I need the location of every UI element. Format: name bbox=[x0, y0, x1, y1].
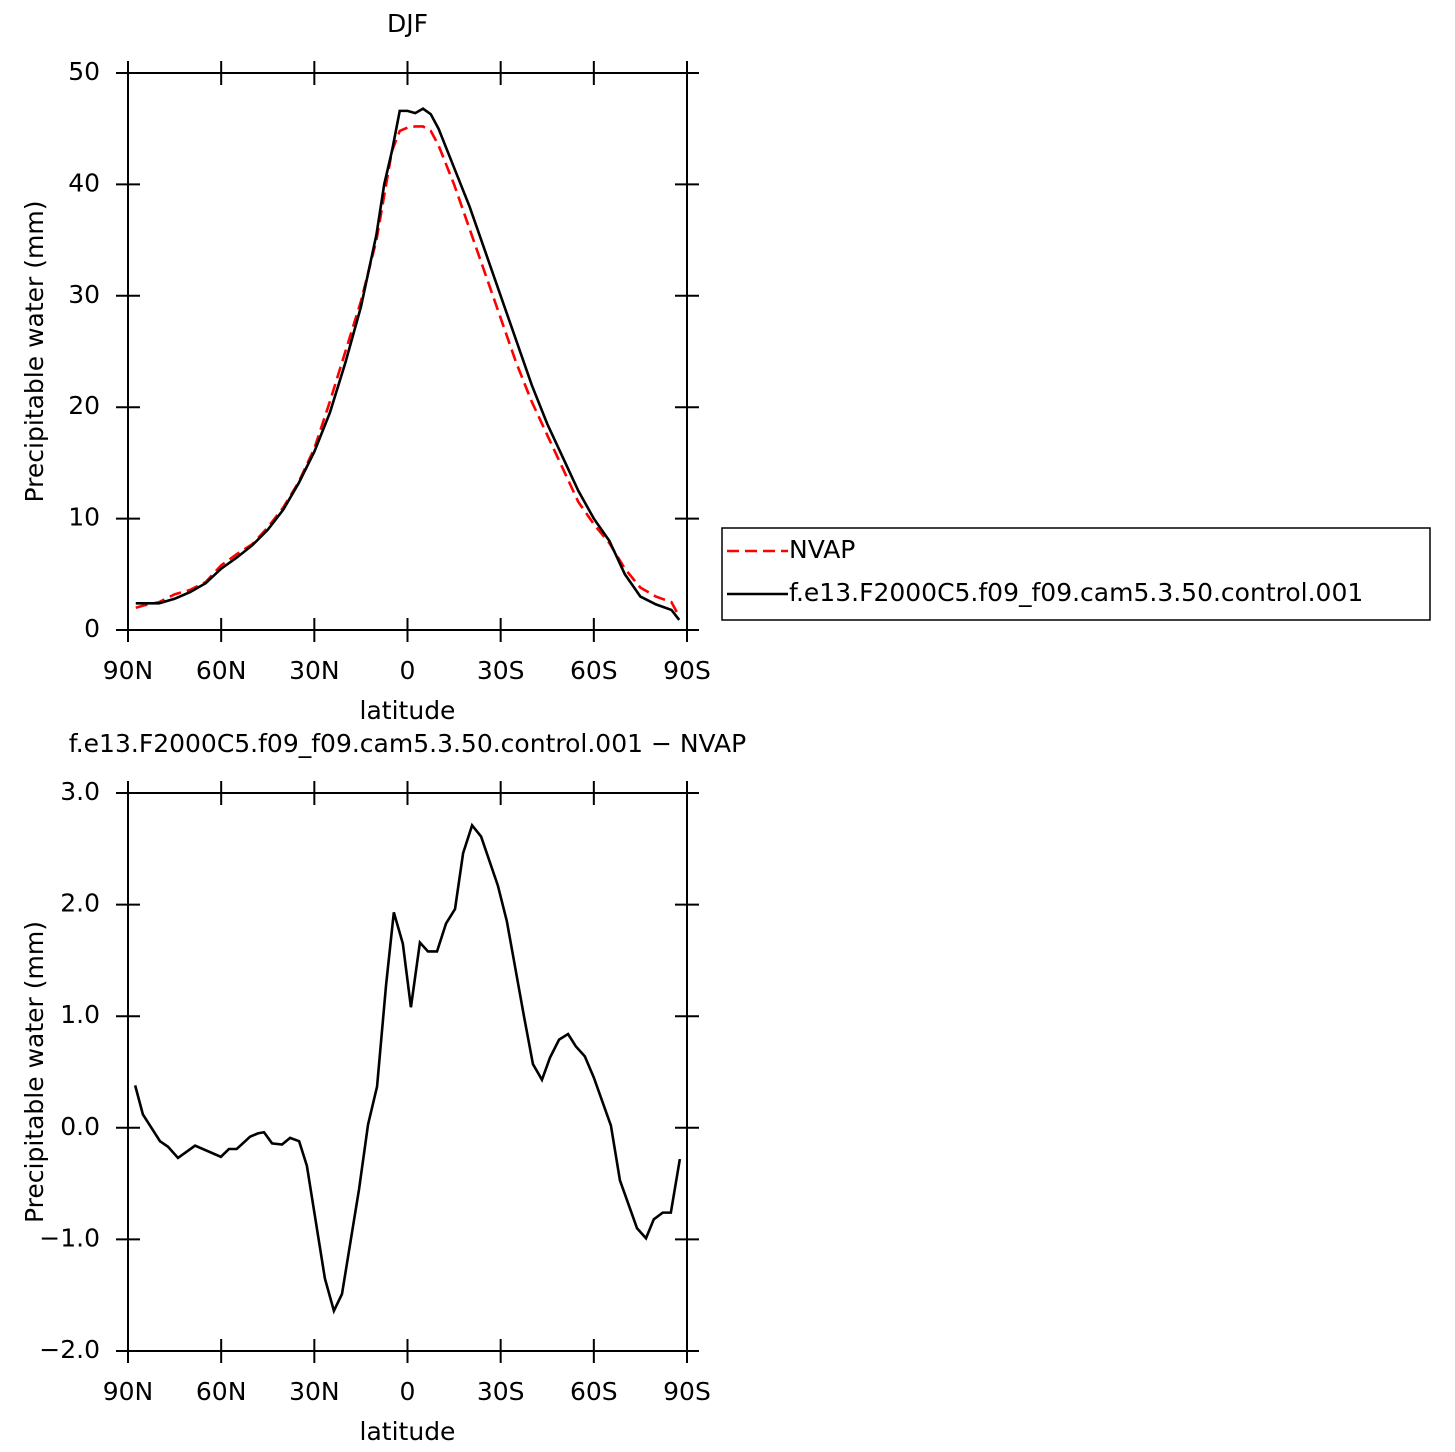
y-axis-label: Precipitable water (mm) bbox=[20, 201, 49, 503]
y-tick-label: 1.0 bbox=[60, 1000, 100, 1029]
data-line bbox=[135, 107, 681, 621]
x-tick-label: 60S bbox=[570, 1377, 618, 1406]
legend-box bbox=[721, 527, 1431, 621]
plot-frame bbox=[127, 792, 688, 1352]
chart-title: f.e13.F2000C5.f09_f09.cam5.3.50.control.… bbox=[69, 729, 746, 758]
x-tick-label: 30N bbox=[289, 656, 340, 685]
x-tick-label: 60N bbox=[196, 656, 247, 685]
x-tick-label: 90N bbox=[103, 1377, 154, 1406]
y-axis-label: Precipitable water (mm) bbox=[20, 921, 49, 1223]
y-tick-label: −2.0 bbox=[39, 1335, 100, 1364]
y-tick-label: 2.0 bbox=[60, 889, 100, 918]
x-tick-label: 30N bbox=[289, 1377, 340, 1406]
data-line bbox=[135, 125, 681, 618]
chart-title: DJF bbox=[387, 9, 428, 38]
x-tick-label: 60N bbox=[196, 1377, 247, 1406]
x-tick-label: 0 bbox=[400, 1377, 416, 1406]
x-tick-label: 90S bbox=[663, 656, 711, 685]
x-tick-label: 30S bbox=[477, 656, 525, 685]
x-axis-label: latitude bbox=[360, 696, 456, 725]
y-tick-label: 10 bbox=[68, 503, 100, 532]
plot-frame bbox=[127, 72, 688, 631]
legend-label: NVAP bbox=[789, 535, 855, 564]
x-axis-label: latitude bbox=[360, 1417, 456, 1446]
y-tick-label: 40 bbox=[68, 168, 100, 197]
legend-label: f.e13.F2000C5.f09_f09.cam5.3.50.control.… bbox=[789, 578, 1363, 607]
x-tick-label: 90S bbox=[663, 1377, 711, 1406]
x-tick-label: 90N bbox=[103, 656, 154, 685]
y-tick-label: 0 bbox=[84, 614, 100, 643]
y-tick-label: 20 bbox=[68, 391, 100, 420]
y-tick-label: 3.0 bbox=[60, 777, 100, 806]
x-tick-label: 60S bbox=[570, 656, 618, 685]
x-tick-label: 0 bbox=[400, 656, 416, 685]
y-tick-label: 30 bbox=[68, 280, 100, 309]
y-tick-label: 50 bbox=[68, 57, 100, 86]
y-tick-label: −1.0 bbox=[39, 1223, 100, 1252]
x-tick-label: 30S bbox=[477, 1377, 525, 1406]
y-tick-label: 0.0 bbox=[60, 1112, 100, 1141]
data-line bbox=[133, 822, 682, 1315]
